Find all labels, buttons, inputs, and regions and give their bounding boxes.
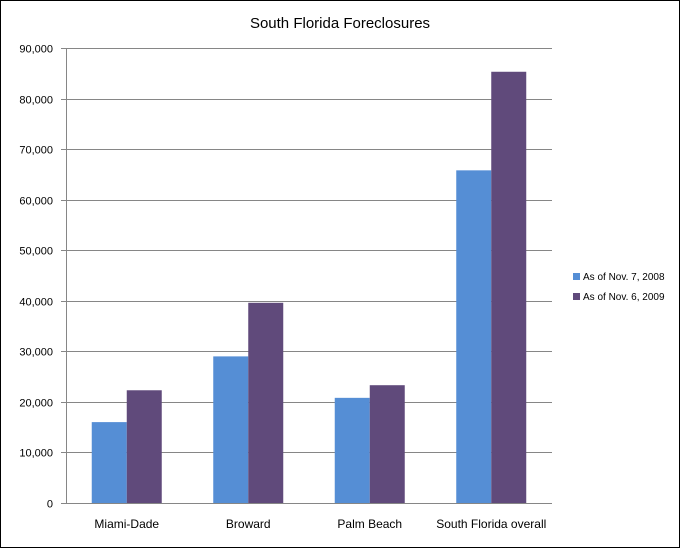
y-tick-label: 0 bbox=[47, 499, 53, 511]
chart-title: South Florida Foreclosures bbox=[250, 15, 430, 32]
x-category-label: Palm Beach bbox=[337, 517, 402, 531]
y-tick-label: 60,000 bbox=[19, 196, 53, 208]
legend-swatch-1 bbox=[573, 273, 580, 280]
axes bbox=[66, 48, 552, 504]
y-tick-label: 50,000 bbox=[19, 246, 53, 258]
bar-1-south-florida-overall bbox=[456, 170, 492, 503]
legend-swatch-2 bbox=[573, 293, 580, 300]
legend-label-2: As of Nov. 6, 2009 bbox=[583, 292, 665, 303]
bar-2-miami-dade bbox=[126, 390, 162, 503]
y-axis-ticks: 0 10,000 20,000 30,000 40,000 50,000 60,000 70,… bbox=[19, 44, 66, 511]
bar-1-miami-dade bbox=[91, 422, 127, 503]
legend: As of Nov. 7, 2008 As of Nov. 6, 2009 bbox=[573, 272, 665, 303]
bar-2-broward bbox=[248, 302, 284, 503]
y-tick-label: 70,000 bbox=[19, 145, 53, 157]
y-tick-label: 90,000 bbox=[19, 44, 53, 56]
bar-2-south-florida-overall bbox=[491, 71, 527, 503]
x-category-label: Broward bbox=[226, 517, 271, 531]
x-axis-categories: Miami-Dade Broward Palm Beach South Florida… bbox=[94, 517, 546, 531]
y-tick-label: 10,000 bbox=[19, 448, 53, 460]
x-category-label: Miami-Dade bbox=[94, 517, 159, 531]
x-category-label: South Florida overall bbox=[436, 517, 546, 531]
bar-2-palm-beach bbox=[369, 385, 405, 503]
bars bbox=[91, 71, 527, 503]
y-tick-label: 30,000 bbox=[19, 347, 53, 359]
bar-1-broward bbox=[213, 356, 249, 503]
y-tick-label: 20,000 bbox=[19, 398, 53, 410]
legend-label-1: As of Nov. 7, 2008 bbox=[583, 272, 665, 283]
bar-1-palm-beach bbox=[334, 397, 370, 503]
y-tick-label: 80,000 bbox=[19, 95, 53, 107]
y-tick-label: 40,000 bbox=[19, 297, 53, 309]
